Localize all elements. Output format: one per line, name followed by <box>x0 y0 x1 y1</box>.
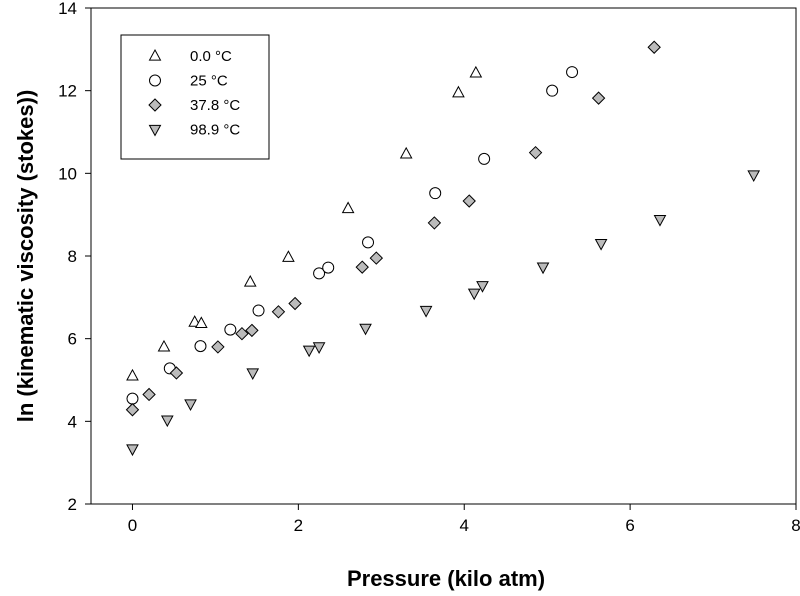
data-point <box>211 340 225 354</box>
data-point <box>252 304 265 317</box>
data-point <box>126 368 139 381</box>
data-point <box>566 66 579 79</box>
data-point <box>546 84 559 97</box>
x-axis-title: Pressure (kilo atm) <box>347 566 545 591</box>
axes: 0 2 4 6 8 2 4 6 8 10 12 14 <box>58 0 800 535</box>
data-point <box>157 339 171 352</box>
y-axis-title: ln (kinematic viscosity (stokes)) <box>13 90 38 423</box>
legend-label: 0.0 °C <box>190 48 232 65</box>
data-point <box>126 444 139 457</box>
legend-marker <box>148 48 162 61</box>
data-point <box>452 85 465 98</box>
data-point <box>341 201 355 214</box>
y-tick-label: 12 <box>58 82 77 101</box>
x-tick-label: 0 <box>128 516 137 535</box>
data-point <box>184 399 197 412</box>
data-point <box>469 65 483 78</box>
data-point <box>462 194 476 208</box>
data-point <box>288 296 302 311</box>
data-point <box>591 91 606 105</box>
data-point <box>235 326 249 341</box>
data-point <box>313 267 326 280</box>
data-point <box>224 323 237 336</box>
x-tick-label: 8 <box>791 516 800 535</box>
data-point <box>369 251 384 265</box>
data-point <box>362 236 375 249</box>
x-tick-label: 4 <box>460 516 469 535</box>
data-point <box>355 260 369 274</box>
data-point <box>312 342 326 354</box>
legend-item: 25 °C <box>149 73 228 90</box>
y-tick-label: 8 <box>68 247 77 266</box>
data-point <box>322 261 335 274</box>
data-point <box>747 170 761 183</box>
legend-item: 98.9 °C <box>148 122 240 139</box>
data-point <box>302 345 316 358</box>
data-point <box>528 145 543 160</box>
legend-label: 37.8 °C <box>190 97 240 114</box>
y-tick-label: 6 <box>68 330 77 349</box>
legend-marker <box>148 98 162 112</box>
legend: 0.0 °C 25 °C 37.8 °C 98.9 °C <box>120 34 270 160</box>
data-point <box>243 274 257 287</box>
data-point <box>478 152 491 165</box>
legend-box <box>120 34 270 160</box>
legend-label: 25 °C <box>190 73 228 90</box>
legend-marker <box>148 124 162 137</box>
series-3 <box>126 170 761 457</box>
series-0 <box>126 65 483 381</box>
legend-item: 37.8 °C <box>148 97 240 114</box>
y-tick-label: 14 <box>58 0 77 18</box>
data-point <box>169 366 184 380</box>
data-point <box>399 146 413 159</box>
data-point <box>647 40 661 54</box>
data-point <box>282 250 295 262</box>
data-point <box>246 368 260 381</box>
data-point <box>271 305 286 319</box>
y-tick-label: 4 <box>68 412 77 431</box>
x-tick-label: 2 <box>294 516 303 535</box>
data-point <box>126 392 139 405</box>
data-point <box>160 415 174 428</box>
y-tick-label: 10 <box>58 164 77 183</box>
legend-marker <box>149 74 161 87</box>
data-point <box>125 403 140 417</box>
data-point <box>536 262 550 275</box>
data-point <box>427 216 442 230</box>
series-2 <box>125 40 661 417</box>
y-tick-label: 2 <box>68 495 77 514</box>
data-point <box>419 305 433 318</box>
data-point <box>245 323 259 338</box>
legend-item: 0.0 °C <box>148 48 232 65</box>
x-tick-label: 6 <box>625 516 634 535</box>
data-points <box>125 40 761 457</box>
data-point <box>142 387 156 402</box>
data-point <box>194 316 208 328</box>
data-point <box>653 215 667 227</box>
data-point <box>194 340 207 353</box>
data-point <box>476 281 489 293</box>
data-point <box>467 288 481 301</box>
legend-label: 98.9 °C <box>190 122 240 139</box>
data-point <box>594 238 608 251</box>
data-point <box>429 187 442 200</box>
data-point <box>359 323 372 336</box>
